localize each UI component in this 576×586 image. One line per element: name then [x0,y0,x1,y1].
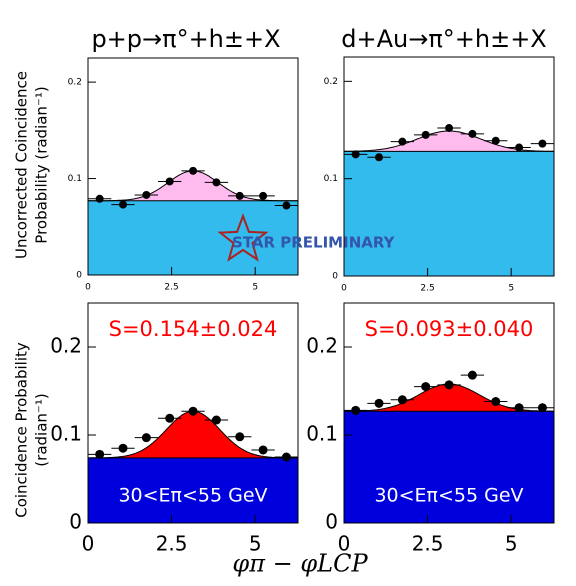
data-point [165,177,174,186]
frame [343,302,555,524]
pedestal-area [344,411,554,523]
pedestal-area [88,457,298,523]
data-point [212,178,221,187]
y-tick-label: 0.1 [324,174,338,184]
frame [343,56,555,277]
signal-area [88,411,298,458]
data-point [421,130,430,139]
data-point [188,406,198,416]
data-point [515,143,524,152]
y-axis-label: Uncorrected Coincidence [13,71,31,259]
data-point [282,201,291,210]
y-tick-label: 0.1 [68,174,82,184]
data-point [444,380,454,390]
y-tick-label: 0.2 [324,77,338,87]
data-point [119,200,128,209]
data-point [397,395,407,405]
data-point [467,370,477,380]
y-tick-label: 0.1 [50,422,82,446]
y-tick-label: 0 [332,272,338,282]
data-point [374,398,384,408]
x-tick-label: 5 [249,532,262,556]
data-point [142,190,151,199]
x-tick-label: 2.5 [420,284,434,294]
y-tick-label: 0.2 [68,78,82,88]
signal-area [88,170,298,201]
data-point [398,137,407,146]
y-axis-label: (radian⁻¹) [33,393,51,466]
data-point [118,443,128,453]
y-tick-label: 0.2 [50,334,82,358]
x-tick-label: 5 [505,532,518,556]
data-point [421,382,431,392]
x-tick-label: 2.5 [156,532,188,556]
y-axis-label: Probability (radian⁻¹) [33,86,51,243]
data-point [468,129,477,138]
data-point [351,150,360,159]
y-tick-label: 0 [76,271,82,281]
data-point [189,166,198,175]
data-point [351,405,361,415]
x-tick-label: 2.5 [164,283,178,293]
x-tick-label: 2.5 [412,532,444,556]
y-tick-label: 0 [325,510,338,534]
star-icon [217,213,269,262]
data-point [258,445,268,455]
data-point [141,433,151,443]
x-tick-label: 5 [252,283,258,293]
data-point [95,194,104,203]
data-point [491,136,500,145]
frame [87,57,299,276]
x-tick-label: 5 [508,284,514,294]
panel-title: p+p→π°+h±+X [91,25,280,53]
data-point [514,403,524,413]
watermark: STAR PRELIMINARY [217,213,396,262]
watermark-text: STAR PRELIMINARY [232,234,396,252]
x-tick-label: 0 [341,284,347,294]
x-tick-label: 0 [338,532,351,556]
signal-area [344,384,554,412]
data-point [445,124,454,133]
y-tick-label: 0 [69,510,82,534]
y-tick-label: 0.1 [306,422,338,446]
y-tick-label: 0.2 [306,334,338,358]
data-point [538,139,547,148]
data-point [235,432,245,442]
y-axis-label: Coincidence Probability [13,342,31,518]
energy-label: 30<Eπ<55 GeV [374,485,523,507]
data-point [165,413,175,423]
frame [87,302,299,524]
data-point [375,153,384,162]
panel-title: d+Au→π°+h±+X [341,25,547,53]
data-point [491,397,501,407]
x-tick-label: 0 [85,283,91,293]
energy-label: 30<Eπ<55 GeV [118,485,267,507]
x-axis-label: φπ − φLCP [232,550,368,578]
x-tick-label: 0 [82,532,95,556]
data-point [259,191,268,200]
data-point [235,191,244,200]
data-point [95,449,105,459]
significance-label: S=0.093±0.040 [365,317,534,341]
pedestal-area [344,151,554,276]
data-point [537,403,547,413]
data-point [211,415,221,425]
significance-label: S=0.154±0.024 [109,317,278,341]
pedestal-area [88,200,298,275]
data-point [281,452,291,462]
